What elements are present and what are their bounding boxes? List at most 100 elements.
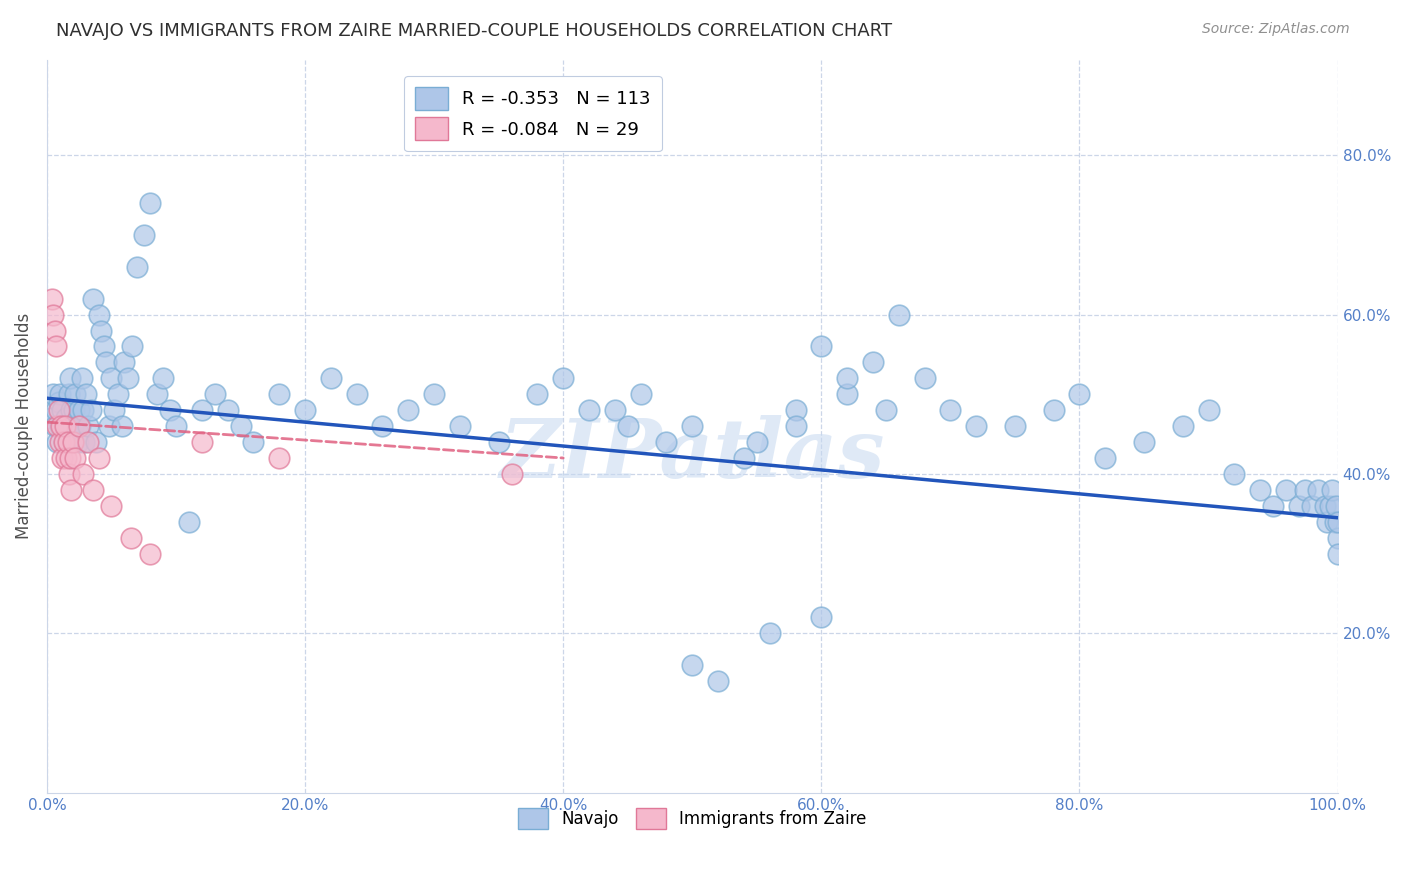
Point bbox=[127, 260, 149, 274]
Point bbox=[204, 387, 226, 401]
Point bbox=[681, 419, 703, 434]
Point bbox=[1326, 531, 1348, 545]
Point bbox=[1322, 483, 1344, 497]
Point bbox=[46, 435, 69, 450]
Point bbox=[49, 387, 72, 401]
Point bbox=[60, 483, 83, 497]
Point bbox=[67, 419, 90, 434]
Point bbox=[97, 419, 120, 434]
Point bbox=[396, 403, 419, 417]
Point bbox=[501, 467, 523, 481]
Point bbox=[139, 196, 162, 211]
Point bbox=[810, 339, 832, 353]
Point bbox=[90, 324, 112, 338]
Point bbox=[346, 387, 368, 401]
Point bbox=[73, 435, 96, 450]
Point bbox=[112, 355, 135, 369]
Point bbox=[1275, 483, 1298, 497]
Point bbox=[65, 387, 87, 401]
Point bbox=[145, 387, 167, 401]
Point bbox=[1319, 499, 1341, 513]
Point bbox=[1249, 483, 1271, 497]
Point bbox=[1313, 499, 1336, 513]
Point bbox=[1069, 387, 1091, 401]
Point bbox=[152, 371, 174, 385]
Point bbox=[785, 403, 807, 417]
Point bbox=[49, 419, 72, 434]
Point bbox=[965, 419, 987, 434]
Point bbox=[191, 435, 214, 450]
Point bbox=[1324, 499, 1347, 513]
Point bbox=[939, 403, 962, 417]
Point bbox=[294, 403, 316, 417]
Point bbox=[1301, 499, 1323, 513]
Point bbox=[1042, 403, 1064, 417]
Point bbox=[60, 403, 83, 417]
Point bbox=[785, 419, 807, 434]
Point bbox=[49, 419, 72, 434]
Point bbox=[177, 515, 200, 529]
Point bbox=[63, 403, 86, 417]
Legend: Navajo, Immigrants from Zaire: Navajo, Immigrants from Zaire bbox=[512, 801, 873, 836]
Point bbox=[1094, 450, 1116, 465]
Point bbox=[1198, 403, 1220, 417]
Point bbox=[65, 419, 87, 434]
Point bbox=[67, 403, 90, 417]
Point bbox=[45, 403, 67, 417]
Point bbox=[48, 403, 70, 417]
Point bbox=[53, 419, 76, 434]
Point bbox=[1308, 483, 1330, 497]
Point bbox=[758, 626, 780, 640]
Point bbox=[93, 339, 115, 353]
Point bbox=[1326, 547, 1348, 561]
Point bbox=[914, 371, 936, 385]
Point bbox=[319, 371, 342, 385]
Point bbox=[121, 339, 143, 353]
Point bbox=[100, 499, 122, 513]
Point bbox=[84, 435, 107, 450]
Point bbox=[1171, 419, 1194, 434]
Point bbox=[65, 450, 87, 465]
Point bbox=[117, 371, 139, 385]
Point bbox=[49, 435, 72, 450]
Point bbox=[578, 403, 600, 417]
Point bbox=[837, 387, 859, 401]
Point bbox=[269, 387, 291, 401]
Point bbox=[56, 435, 79, 450]
Point bbox=[48, 395, 70, 409]
Point bbox=[1004, 419, 1026, 434]
Point bbox=[82, 292, 104, 306]
Point bbox=[44, 324, 66, 338]
Point bbox=[132, 227, 155, 242]
Point bbox=[733, 450, 755, 465]
Point bbox=[681, 658, 703, 673]
Point bbox=[75, 387, 97, 401]
Point bbox=[526, 387, 548, 401]
Point bbox=[77, 435, 100, 450]
Y-axis label: Married-couple Households: Married-couple Households bbox=[15, 313, 32, 540]
Point bbox=[59, 450, 82, 465]
Point bbox=[1223, 467, 1246, 481]
Point bbox=[111, 419, 134, 434]
Point bbox=[45, 339, 67, 353]
Point bbox=[449, 419, 471, 434]
Point bbox=[59, 371, 82, 385]
Point bbox=[42, 387, 65, 401]
Point bbox=[242, 435, 264, 450]
Point bbox=[1326, 515, 1348, 529]
Point bbox=[70, 371, 93, 385]
Point bbox=[46, 419, 69, 434]
Point bbox=[217, 403, 239, 417]
Point bbox=[52, 435, 75, 450]
Point bbox=[229, 419, 252, 434]
Point bbox=[371, 419, 394, 434]
Point bbox=[1261, 499, 1284, 513]
Point bbox=[159, 403, 181, 417]
Point bbox=[139, 547, 162, 561]
Point bbox=[603, 403, 626, 417]
Point bbox=[616, 419, 638, 434]
Point bbox=[62, 435, 84, 450]
Point bbox=[120, 531, 142, 545]
Point bbox=[655, 435, 678, 450]
Point bbox=[62, 419, 84, 434]
